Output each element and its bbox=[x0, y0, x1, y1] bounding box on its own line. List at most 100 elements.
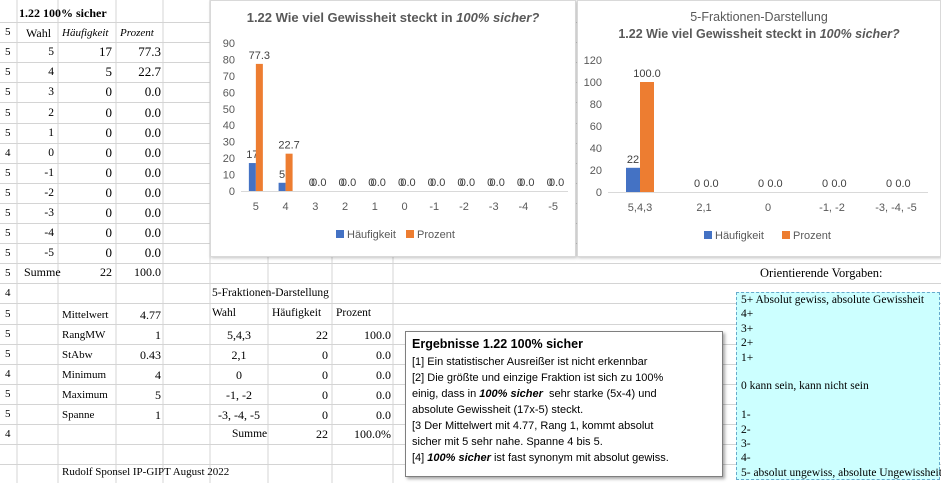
ergebnisse-line-6: sicher mit 5 sehr nahe. Spanne 4 bis 5. bbox=[412, 436, 603, 448]
fraktionen-header-haeufigkeit: Häufigkeit bbox=[272, 307, 322, 319]
table-cell-wahl: -2 bbox=[44, 186, 54, 199]
col-a-cell: 5 bbox=[5, 327, 11, 340]
x-tick-label: 0 bbox=[765, 202, 771, 214]
y-tick-label: 10 bbox=[223, 170, 235, 182]
table-cell-p: 0.0 bbox=[144, 205, 161, 220]
vorgaben-title: Orientierende Vorgaben: bbox=[760, 266, 883, 280]
y-tick-label: 120 bbox=[584, 55, 602, 67]
vorgaben-line: 4+ bbox=[741, 308, 754, 321]
chart-fraktionen: 5-Fraktionen-Darstellung 1.22 Wie viel G… bbox=[577, 0, 941, 257]
y-tick-label: 30 bbox=[223, 137, 235, 149]
stat-value: 1 bbox=[155, 408, 161, 422]
header-wahl: Wahl bbox=[26, 26, 52, 40]
y-tick-label: 100 bbox=[584, 77, 602, 89]
bar-prozent bbox=[255, 63, 263, 191]
fraktion-wahl: 5,4,3 bbox=[227, 327, 251, 342]
fraktion-wahl: 0 bbox=[236, 367, 242, 382]
stat-value: 4 bbox=[155, 367, 161, 382]
x-tick-label: 5 bbox=[253, 201, 259, 213]
table-cell-h: 0 bbox=[105, 104, 113, 120]
chart2-title-line1: 5-Fraktionen-Darstellung bbox=[690, 10, 828, 24]
data-label: 0 bbox=[487, 177, 493, 189]
x-tick-label: -4 bbox=[519, 201, 529, 213]
legend-swatch bbox=[704, 231, 712, 239]
stat-value: 0.43 bbox=[140, 347, 161, 362]
data-label: 0 bbox=[758, 178, 764, 190]
data-label: 0.0 bbox=[895, 178, 910, 190]
stat-label: Spanne bbox=[62, 409, 95, 421]
ergebnisse-line-1: [1] Ein statistischer Ausreißer ist nich… bbox=[412, 356, 648, 368]
data-label: 22.7 bbox=[278, 140, 299, 152]
data-label: 0.0 bbox=[767, 178, 782, 190]
x-tick-label: -3 bbox=[489, 201, 499, 213]
bar-haeufigkeit bbox=[248, 163, 256, 191]
table-cell-h: 0 bbox=[105, 144, 113, 160]
fraktion-haeufigkeit: 0 bbox=[322, 367, 328, 382]
col-a-cell: 5 bbox=[5, 26, 11, 39]
table-cell-wahl: 5 bbox=[48, 46, 54, 59]
vorgaben-line: 4- bbox=[741, 452, 751, 465]
stat-value: 5 bbox=[155, 387, 161, 402]
fraktion-wahl: -3, -4, -5 bbox=[218, 408, 260, 422]
data-label: 0 bbox=[309, 177, 315, 189]
ergebnisse-title: Ergebnisse 1.22 100% sicher bbox=[412, 337, 583, 351]
vorgaben-line: 2+ bbox=[741, 337, 754, 350]
bar-haeufigkeit bbox=[626, 167, 640, 192]
table-cell-p: 0.0 bbox=[144, 104, 161, 120]
data-label: 22 bbox=[627, 154, 639, 166]
x-tick-label: 3 bbox=[312, 201, 318, 213]
data-label: 0 bbox=[398, 177, 404, 189]
table-cell-p: 0.0 bbox=[144, 144, 161, 160]
legend-label: Häufigkeit bbox=[347, 229, 396, 241]
col-a-cell: 5 bbox=[5, 186, 11, 199]
vorgaben-line: 3- bbox=[741, 437, 751, 450]
vorgaben-line: 0 kann sein, kann nicht sein bbox=[741, 380, 869, 393]
fraktion-prozent: 0.0 bbox=[376, 408, 391, 422]
ergebnisse-line-4: absolute Gewissheit (17x-5) steckt. bbox=[412, 404, 584, 416]
table-cell-wahl: -5 bbox=[44, 247, 54, 260]
bar-haeufigkeit bbox=[278, 182, 286, 191]
fraktion-haeufigkeit: 22 bbox=[316, 327, 328, 342]
ergebnisse-box: Ergebnisse 1.22 100% sicher [1] Ein stat… bbox=[405, 331, 723, 477]
col-a-cell: 5 bbox=[5, 126, 11, 139]
fraktion-wahl: 2,1 bbox=[231, 347, 247, 362]
ergebnisse-line-2: [2] Die größte und einzige Fraktion ist … bbox=[412, 372, 664, 384]
col-a-cell: 4 bbox=[5, 367, 11, 380]
table-cell-p: 0.0 bbox=[144, 245, 161, 261]
vorgaben-line: 2- bbox=[741, 423, 751, 436]
chart1-title: 1.22 Wie viel Gewissheit steckt in 100% … bbox=[246, 10, 540, 25]
x-tick-label: -1 bbox=[429, 201, 439, 213]
table-cell-wahl: -3 bbox=[44, 207, 54, 219]
table-cell-wahl: 0 bbox=[48, 146, 54, 159]
data-label: 0.0 bbox=[341, 177, 356, 189]
data-label: 0.0 bbox=[400, 177, 415, 189]
summe-prozent: 100.0 bbox=[134, 265, 161, 279]
data-label: 0 bbox=[694, 178, 700, 190]
table-cell-p: 22.7 bbox=[138, 64, 161, 80]
table-cell-wahl: 4 bbox=[48, 66, 54, 79]
x-tick-label: -2 bbox=[459, 201, 469, 213]
table-cell-wahl: -4 bbox=[44, 227, 54, 240]
data-label: 0.0 bbox=[430, 177, 445, 189]
stat-value: 4.77 bbox=[140, 307, 161, 322]
col-a-cell: 4 bbox=[5, 146, 11, 159]
bar-prozent bbox=[640, 82, 654, 192]
header-haeufigkeit: Häufigkeit bbox=[62, 27, 109, 39]
table-cell-h: 5 bbox=[105, 64, 113, 80]
x-tick-label: 2,1 bbox=[696, 202, 711, 214]
y-tick-label: 0 bbox=[229, 186, 235, 198]
data-label: 0 bbox=[517, 177, 523, 189]
table-cell-h: 0 bbox=[105, 124, 113, 140]
vorgaben-line: 3+ bbox=[741, 322, 754, 335]
chart1-svg: 010203040506070809051777.34522.7300.0200… bbox=[223, 38, 568, 241]
stat-label: StAbw bbox=[62, 348, 93, 361]
col-a-cell: 5 bbox=[5, 247, 11, 260]
data-label: 5 bbox=[279, 169, 285, 181]
table-cell-wahl: 2 bbox=[48, 106, 54, 119]
col-a-cell: 5 bbox=[5, 207, 11, 219]
col-a-cell: 5 bbox=[5, 106, 11, 119]
data-label: 0 bbox=[428, 177, 434, 189]
fraktion-haeufigkeit: 0 bbox=[322, 387, 328, 402]
data-label: 0 bbox=[886, 178, 892, 190]
table-cell-p: 0.0 bbox=[144, 184, 161, 200]
